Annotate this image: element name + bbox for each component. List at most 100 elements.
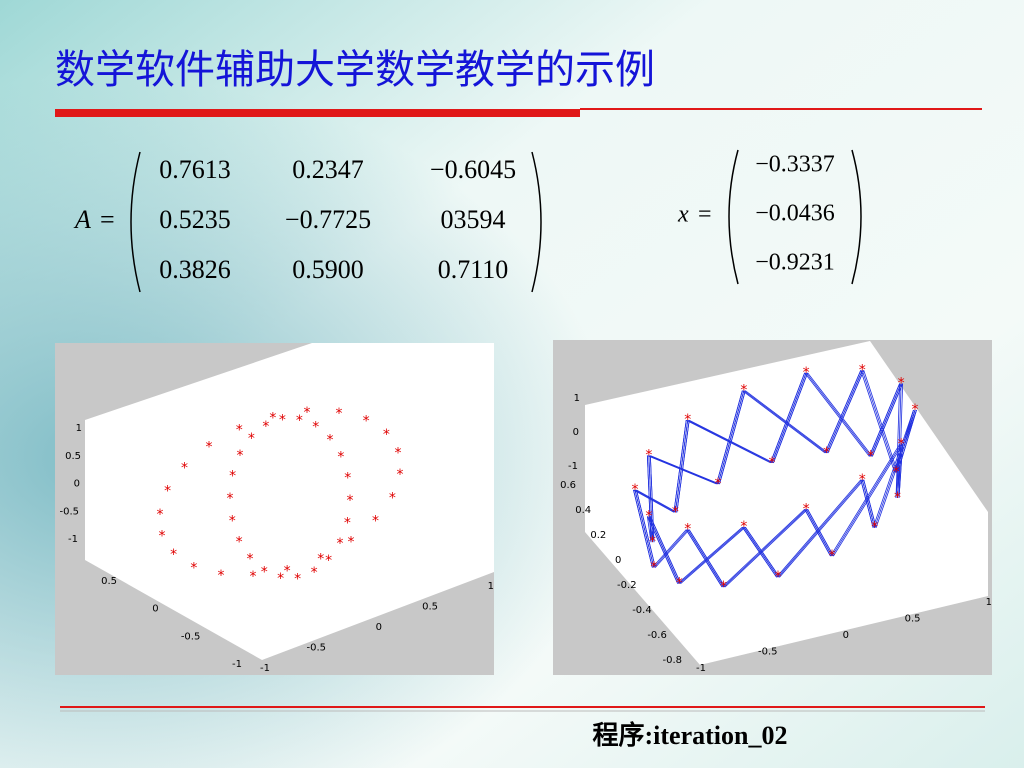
- plot-line: [804, 372, 870, 457]
- plot-point: *: [344, 471, 351, 487]
- plot-point: *: [672, 504, 679, 520]
- plot-point: *: [650, 560, 657, 576]
- matrix-entry: 0.5235: [159, 205, 231, 234]
- tick-label: 0: [843, 630, 849, 641]
- plot-point: *: [317, 551, 324, 567]
- plot-line: [633, 489, 653, 568]
- vector-entry: −0.0436: [755, 201, 835, 227]
- plot-line: [648, 516, 680, 584]
- plot-line: [636, 489, 678, 513]
- bracket: [130, 151, 141, 293]
- tick-label: 0: [376, 622, 382, 633]
- plot-line: [742, 526, 777, 578]
- plot-line: [745, 390, 829, 454]
- vector-label: x: [677, 202, 689, 228]
- plot-point: *: [859, 472, 866, 488]
- plot-line: [646, 516, 679, 584]
- plot-point: *: [248, 431, 255, 447]
- plot-point: *: [236, 448, 243, 464]
- plot-line: [898, 383, 904, 498]
- plot-line: [807, 509, 834, 557]
- plot-line: [680, 526, 746, 584]
- plot-line: [688, 529, 726, 588]
- plot-line: [742, 390, 826, 454]
- plot-line: [650, 455, 720, 485]
- vector-entry: −0.9231: [755, 250, 835, 276]
- tick-label: 1: [76, 423, 82, 434]
- plot-point: *: [205, 440, 212, 456]
- tick-label: 0.6: [560, 480, 576, 491]
- plot-point: *: [632, 482, 639, 498]
- plot-point: *: [236, 423, 243, 439]
- plot-line: [648, 455, 653, 543]
- plot-line: [871, 383, 904, 457]
- plot-line: [827, 370, 865, 454]
- plot-point: *: [867, 448, 874, 464]
- plot-point: *: [181, 461, 188, 477]
- plot-point: *: [344, 516, 351, 532]
- plot-line: [649, 455, 655, 543]
- plot-line: [677, 526, 743, 584]
- plot-point: *: [372, 513, 379, 529]
- tick-label: -0.5: [59, 506, 79, 517]
- matrix-entry: 0.7613: [159, 155, 231, 184]
- plot-line: [773, 372, 809, 463]
- tick-label: 0: [573, 427, 579, 438]
- plot-line: [831, 444, 902, 557]
- plot-line: [721, 509, 805, 588]
- plot-point: *: [898, 436, 905, 452]
- plot-point: *: [247, 552, 254, 568]
- plot-point: *: [684, 412, 691, 428]
- title-rule: [55, 109, 580, 117]
- plot-line: [807, 372, 873, 457]
- plot-line: [687, 529, 724, 588]
- plot-line: [897, 409, 917, 473]
- tick-label: 0.4: [575, 505, 591, 516]
- plot-point: *: [394, 445, 401, 461]
- plot-line: [743, 526, 779, 578]
- plot-line: [676, 420, 690, 513]
- bracket: [728, 149, 739, 285]
- plot-point: *: [803, 501, 810, 517]
- plot-line: [653, 529, 689, 568]
- plot-point: *: [337, 450, 344, 466]
- plot-point: *: [261, 564, 268, 580]
- plot-point: *: [159, 529, 166, 545]
- plot-line: [777, 479, 863, 578]
- tick-label: -0.5: [306, 643, 326, 654]
- plot-point: *: [859, 362, 866, 378]
- tick-label: 1: [574, 393, 580, 404]
- equals-sign: =: [100, 205, 115, 234]
- plot-point: *: [325, 553, 332, 569]
- tick-label: 1: [488, 581, 494, 592]
- plot-point: *: [303, 405, 310, 421]
- plot-point: *: [823, 445, 830, 461]
- tick-label: -1: [232, 659, 242, 670]
- plot-line: [861, 479, 875, 528]
- plot-point: *: [720, 579, 727, 595]
- plot-line: [634, 489, 676, 513]
- tick-label: -0.8: [662, 655, 682, 666]
- plot-point: *: [828, 548, 835, 564]
- plot-line: [770, 372, 806, 463]
- plot-line: [646, 455, 652, 543]
- plot-line: [771, 372, 807, 463]
- plot-point: *: [363, 413, 370, 429]
- plot-line: [649, 516, 682, 584]
- tick-label: 0.2: [590, 530, 606, 541]
- matrix-label: A: [73, 205, 91, 234]
- plot-point: *: [236, 534, 243, 550]
- plot-point: *: [346, 493, 353, 509]
- tick-label: -0.6: [647, 630, 667, 641]
- tick-label: 0: [615, 555, 621, 566]
- matrix-entry: 0.3826: [159, 255, 231, 284]
- plot-line: [863, 479, 877, 528]
- matrix-entry: 0.5900: [292, 255, 364, 284]
- plot-point: *: [389, 490, 396, 506]
- plot-line: [805, 372, 872, 457]
- plot-point: *: [912, 402, 919, 418]
- plot-line: [895, 383, 901, 498]
- equals-sign: =: [698, 202, 712, 228]
